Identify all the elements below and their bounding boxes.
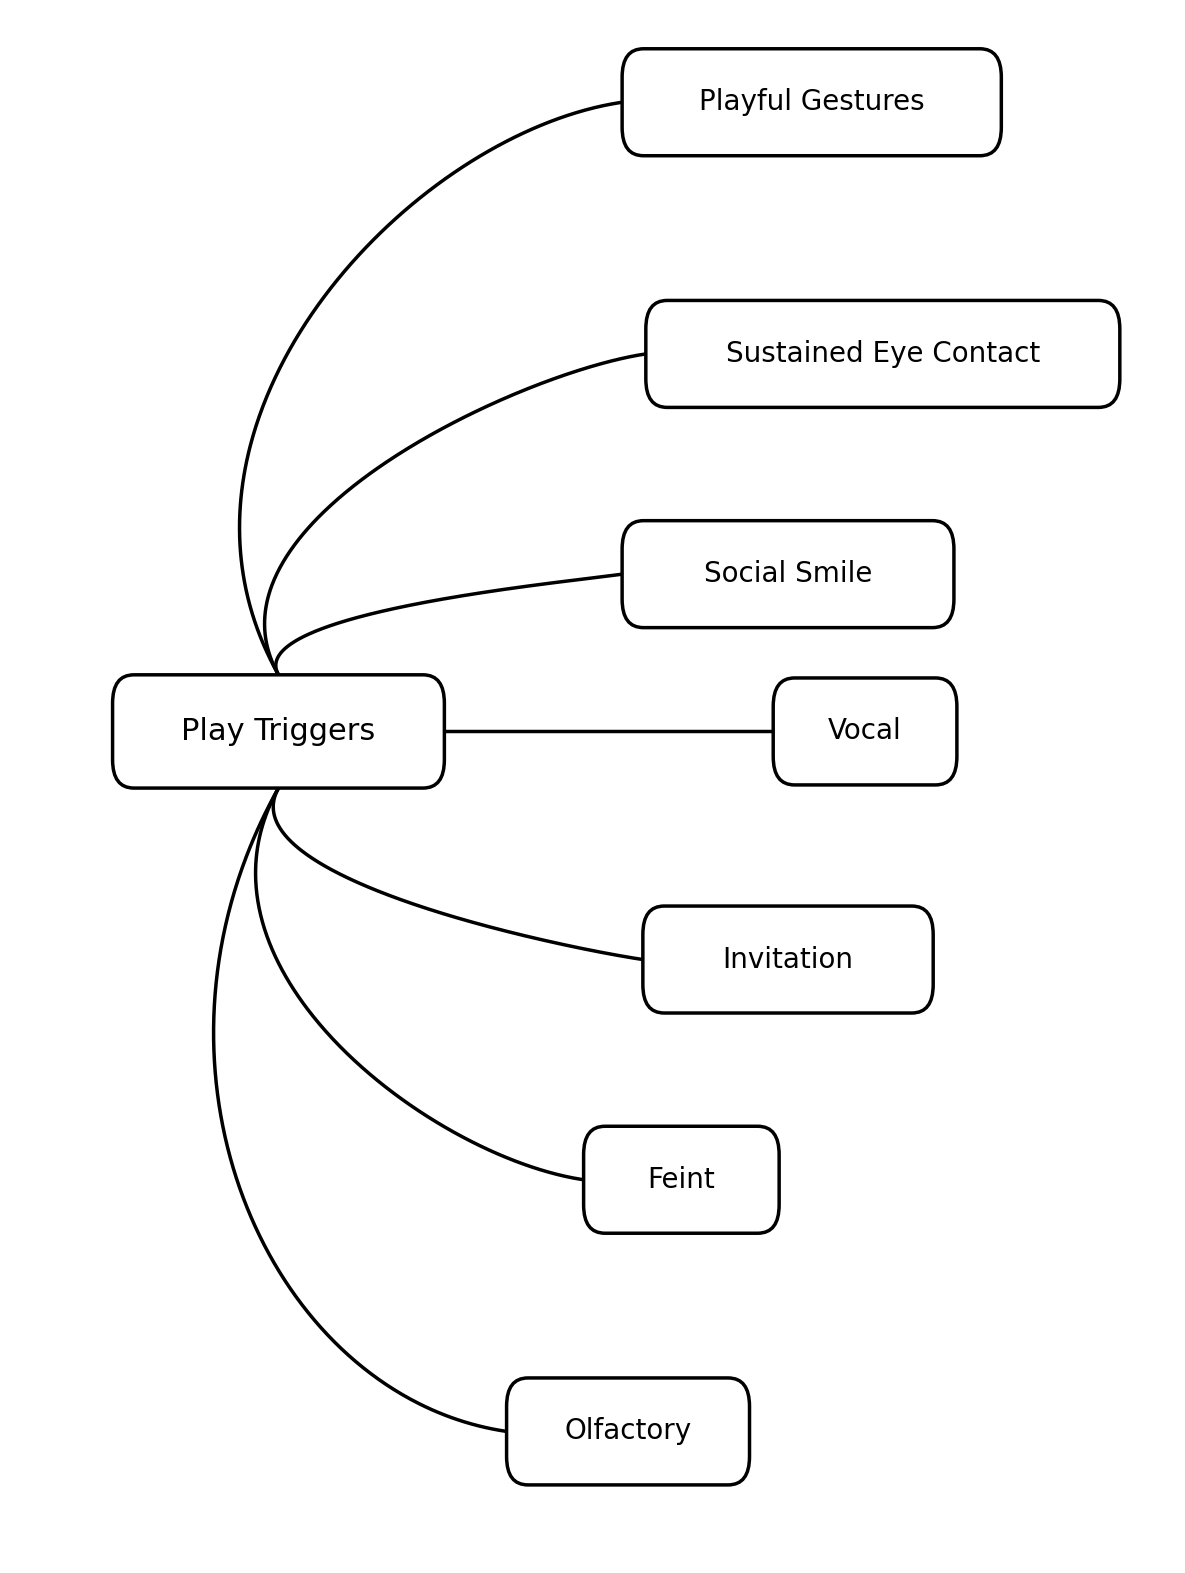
FancyBboxPatch shape	[622, 49, 1001, 156]
Text: Social Smile: Social Smile	[704, 560, 872, 588]
Text: Play Triggers: Play Triggers	[181, 717, 376, 746]
FancyBboxPatch shape	[622, 521, 954, 628]
Text: Playful Gestures: Playful Gestures	[699, 88, 924, 116]
Text: Feint: Feint	[647, 1166, 716, 1194]
FancyBboxPatch shape	[642, 906, 934, 1013]
Text: Vocal: Vocal	[828, 717, 902, 746]
Text: Olfactory: Olfactory	[564, 1417, 692, 1446]
Text: Sustained Eye Contact: Sustained Eye Contact	[725, 340, 1040, 368]
FancyBboxPatch shape	[113, 675, 444, 788]
FancyBboxPatch shape	[646, 300, 1120, 407]
FancyBboxPatch shape	[773, 678, 957, 785]
FancyBboxPatch shape	[507, 1378, 750, 1485]
FancyBboxPatch shape	[583, 1126, 780, 1233]
Text: Invitation: Invitation	[723, 945, 853, 974]
